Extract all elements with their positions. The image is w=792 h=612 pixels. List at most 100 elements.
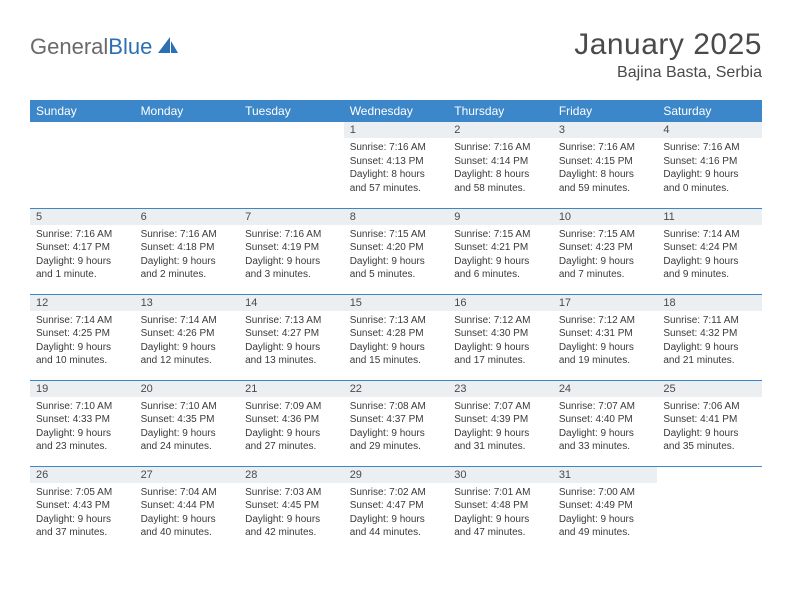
daylight-line: and 24 minutes. — [141, 440, 234, 454]
daylight-line: Daylight: 9 hours — [663, 341, 756, 355]
daylight-line: Daylight: 9 hours — [36, 341, 129, 355]
sunrise-line: Sunrise: 7:16 AM — [559, 141, 652, 155]
sunset-line: Sunset: 4:47 PM — [350, 499, 443, 513]
daylight-line: Daylight: 9 hours — [350, 513, 443, 527]
daylight-line: Daylight: 9 hours — [350, 427, 443, 441]
daylight-line: Daylight: 9 hours — [141, 255, 234, 269]
sunset-line: Sunset: 4:33 PM — [36, 413, 129, 427]
calendar-day-cell: 16Sunrise: 7:12 AMSunset: 4:30 PMDayligh… — [448, 294, 553, 380]
calendar-day-cell: 7Sunrise: 7:16 AMSunset: 4:19 PMDaylight… — [239, 208, 344, 294]
daylight-line: and 9 minutes. — [663, 268, 756, 282]
daylight-line: and 5 minutes. — [350, 268, 443, 282]
daylight-line: and 37 minutes. — [36, 526, 129, 540]
sunrise-line: Sunrise: 7:13 AM — [245, 314, 338, 328]
day-number: 7 — [239, 209, 344, 225]
calendar-day-cell — [30, 122, 135, 208]
location-label: Bajina Basta, Serbia — [574, 64, 762, 82]
weekday-header: Tuesday — [239, 100, 344, 122]
day-number: 17 — [553, 295, 658, 311]
calendar-day-cell: 19Sunrise: 7:10 AMSunset: 4:33 PMDayligh… — [30, 380, 135, 466]
day-detail: Sunrise: 7:16 AMSunset: 4:18 PMDaylight:… — [135, 225, 240, 286]
day-number: 18 — [657, 295, 762, 311]
day-number: 1 — [344, 122, 449, 138]
day-number: 27 — [135, 467, 240, 483]
sunrise-line: Sunrise: 7:06 AM — [663, 400, 756, 414]
day-number: 12 — [30, 295, 135, 311]
calendar-week-row: 19Sunrise: 7:10 AMSunset: 4:33 PMDayligh… — [30, 380, 762, 466]
calendar-header-row: SundayMondayTuesdayWednesdayThursdayFrid… — [30, 100, 762, 122]
daylight-line: and 1 minute. — [36, 268, 129, 282]
calendar-day-cell: 22Sunrise: 7:08 AMSunset: 4:37 PMDayligh… — [344, 380, 449, 466]
weekday-header: Saturday — [657, 100, 762, 122]
day-detail: Sunrise: 7:10 AMSunset: 4:35 PMDaylight:… — [135, 397, 240, 458]
day-number: 8 — [344, 209, 449, 225]
day-detail: Sunrise: 7:09 AMSunset: 4:36 PMDaylight:… — [239, 397, 344, 458]
day-detail: Sunrise: 7:10 AMSunset: 4:33 PMDaylight:… — [30, 397, 135, 458]
sunset-line: Sunset: 4:20 PM — [350, 241, 443, 255]
daylight-line: Daylight: 9 hours — [36, 427, 129, 441]
calendar-day-cell: 1Sunrise: 7:16 AMSunset: 4:13 PMDaylight… — [344, 122, 449, 208]
calendar-day-cell: 3Sunrise: 7:16 AMSunset: 4:15 PMDaylight… — [553, 122, 658, 208]
day-number: 2 — [448, 122, 553, 138]
sunset-line: Sunset: 4:30 PM — [454, 327, 547, 341]
daylight-line: and 57 minutes. — [350, 182, 443, 196]
calendar-day-cell: 4Sunrise: 7:16 AMSunset: 4:16 PMDaylight… — [657, 122, 762, 208]
daylight-line: and 31 minutes. — [454, 440, 547, 454]
sunset-line: Sunset: 4:44 PM — [141, 499, 234, 513]
calendar-day-cell: 6Sunrise: 7:16 AMSunset: 4:18 PMDaylight… — [135, 208, 240, 294]
calendar-day-cell: 10Sunrise: 7:15 AMSunset: 4:23 PMDayligh… — [553, 208, 658, 294]
sunrise-line: Sunrise: 7:07 AM — [454, 400, 547, 414]
day-number: 19 — [30, 381, 135, 397]
day-detail: Sunrise: 7:16 AMSunset: 4:13 PMDaylight:… — [344, 138, 449, 199]
daylight-line: and 17 minutes. — [454, 354, 547, 368]
daylight-line: Daylight: 9 hours — [141, 341, 234, 355]
day-number: 28 — [239, 467, 344, 483]
daylight-line: Daylight: 9 hours — [36, 513, 129, 527]
sunrise-line: Sunrise: 7:16 AM — [350, 141, 443, 155]
calendar-day-cell — [657, 466, 762, 552]
sunrise-line: Sunrise: 7:09 AM — [245, 400, 338, 414]
calendar-day-cell: 23Sunrise: 7:07 AMSunset: 4:39 PMDayligh… — [448, 380, 553, 466]
calendar-day-cell: 17Sunrise: 7:12 AMSunset: 4:31 PMDayligh… — [553, 294, 658, 380]
sunrise-line: Sunrise: 7:14 AM — [663, 228, 756, 242]
sunset-line: Sunset: 4:19 PM — [245, 241, 338, 255]
day-number: 26 — [30, 467, 135, 483]
weekday-header: Thursday — [448, 100, 553, 122]
day-detail: Sunrise: 7:15 AMSunset: 4:23 PMDaylight:… — [553, 225, 658, 286]
sunrise-line: Sunrise: 7:16 AM — [245, 228, 338, 242]
calendar-day-cell: 18Sunrise: 7:11 AMSunset: 4:32 PMDayligh… — [657, 294, 762, 380]
calendar-day-cell: 26Sunrise: 7:05 AMSunset: 4:43 PMDayligh… — [30, 466, 135, 552]
daylight-line: Daylight: 9 hours — [245, 513, 338, 527]
sunrise-line: Sunrise: 7:03 AM — [245, 486, 338, 500]
daylight-line: and 44 minutes. — [350, 526, 443, 540]
sunset-line: Sunset: 4:14 PM — [454, 155, 547, 169]
calendar-week-row: 12Sunrise: 7:14 AMSunset: 4:25 PMDayligh… — [30, 294, 762, 380]
brand-sail-icon — [156, 35, 180, 60]
sunrise-line: Sunrise: 7:16 AM — [454, 141, 547, 155]
day-detail: Sunrise: 7:11 AMSunset: 4:32 PMDaylight:… — [657, 311, 762, 372]
day-detail: Sunrise: 7:14 AMSunset: 4:25 PMDaylight:… — [30, 311, 135, 372]
calendar-day-cell: 8Sunrise: 7:15 AMSunset: 4:20 PMDaylight… — [344, 208, 449, 294]
daylight-line: Daylight: 9 hours — [245, 427, 338, 441]
calendar-day-cell: 12Sunrise: 7:14 AMSunset: 4:25 PMDayligh… — [30, 294, 135, 380]
daylight-line: Daylight: 9 hours — [559, 513, 652, 527]
sunrise-line: Sunrise: 7:12 AM — [559, 314, 652, 328]
calendar-day-cell: 30Sunrise: 7:01 AMSunset: 4:48 PMDayligh… — [448, 466, 553, 552]
sunrise-line: Sunrise: 7:10 AM — [36, 400, 129, 414]
daylight-line: Daylight: 9 hours — [454, 427, 547, 441]
daylight-line: and 47 minutes. — [454, 526, 547, 540]
day-number: 13 — [135, 295, 240, 311]
day-number: 21 — [239, 381, 344, 397]
daylight-line: and 12 minutes. — [141, 354, 234, 368]
daylight-line: and 40 minutes. — [141, 526, 234, 540]
daylight-line: and 49 minutes. — [559, 526, 652, 540]
sunset-line: Sunset: 4:45 PM — [245, 499, 338, 513]
daylight-line: Daylight: 9 hours — [559, 427, 652, 441]
day-detail: Sunrise: 7:13 AMSunset: 4:27 PMDaylight:… — [239, 311, 344, 372]
daylight-line: Daylight: 8 hours — [454, 168, 547, 182]
calendar-day-cell: 15Sunrise: 7:13 AMSunset: 4:28 PMDayligh… — [344, 294, 449, 380]
day-number: 16 — [448, 295, 553, 311]
calendar-day-cell: 14Sunrise: 7:13 AMSunset: 4:27 PMDayligh… — [239, 294, 344, 380]
sunset-line: Sunset: 4:49 PM — [559, 499, 652, 513]
day-number: 9 — [448, 209, 553, 225]
